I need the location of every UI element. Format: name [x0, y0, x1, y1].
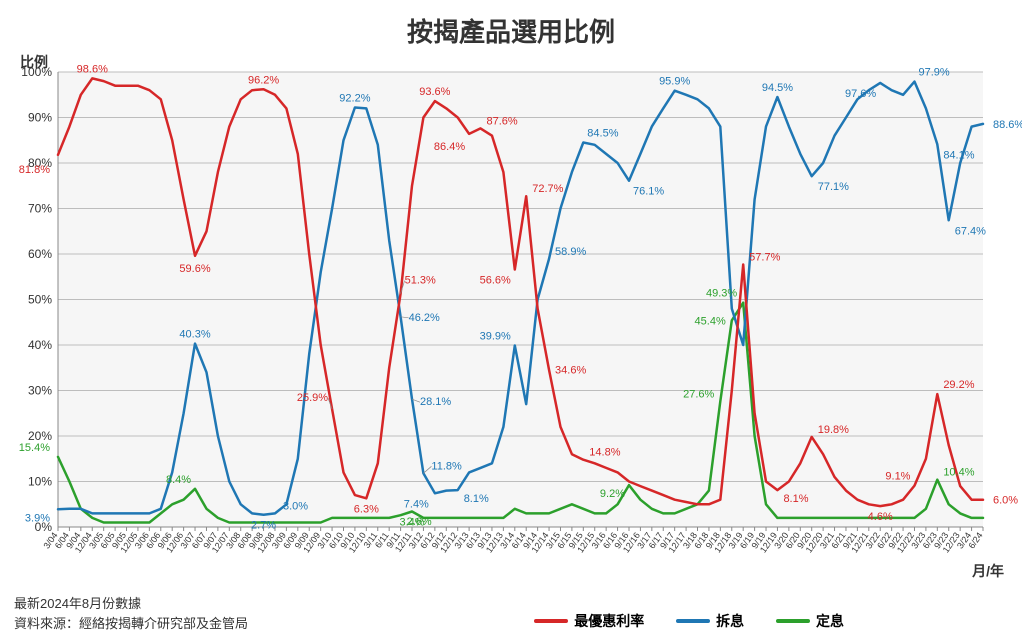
- svg-text:50%: 50%: [28, 293, 52, 307]
- svg-text:98.6%: 98.6%: [77, 63, 108, 75]
- svg-text:81.8%: 81.8%: [19, 164, 50, 176]
- legend-swatch-fixed: [776, 619, 810, 623]
- legend-label-prime: 最優惠利率: [574, 611, 644, 631]
- svg-text:72.7%: 72.7%: [532, 183, 563, 195]
- legend-item-fixed: 定息: [776, 611, 844, 631]
- svg-text:3.4%: 3.4%: [399, 517, 424, 529]
- svg-text:29.2%: 29.2%: [943, 379, 974, 391]
- svg-text:30%: 30%: [28, 384, 52, 398]
- svg-text:20%: 20%: [28, 429, 52, 443]
- legend-item-hibor: 拆息: [676, 611, 744, 631]
- svg-text:84.5%: 84.5%: [587, 128, 618, 140]
- legend-swatch-prime: [534, 619, 568, 623]
- svg-text:87.6%: 87.6%: [487, 115, 518, 127]
- svg-text:39.9%: 39.9%: [480, 330, 511, 342]
- svg-text:9.1%: 9.1%: [885, 471, 910, 483]
- svg-text:25.9%: 25.9%: [297, 392, 328, 404]
- svg-text:8.1%: 8.1%: [464, 493, 489, 505]
- svg-text:14.8%: 14.8%: [589, 447, 620, 459]
- footer-line-2: 資料來源：經絡按揭轉介研究部及金管局: [14, 614, 248, 634]
- legend-label-hibor: 拆息: [716, 611, 744, 631]
- svg-text:27.6%: 27.6%: [683, 388, 714, 400]
- svg-text:57.7%: 57.7%: [749, 251, 780, 263]
- svg-text:76.1%: 76.1%: [633, 186, 664, 198]
- svg-text:100%: 100%: [21, 65, 52, 79]
- legend: 最優惠利率 拆息 定息: [534, 610, 872, 631]
- svg-text:8.1%: 8.1%: [783, 493, 808, 505]
- svg-text:4.6%: 4.6%: [868, 511, 893, 523]
- svg-text:9.2%: 9.2%: [600, 488, 625, 500]
- svg-text:8.4%: 8.4%: [166, 474, 191, 486]
- svg-text:95.9%: 95.9%: [659, 76, 690, 88]
- svg-text:97.9%: 97.9%: [918, 67, 949, 79]
- legend-swatch-hibor: [676, 619, 710, 623]
- svg-text:2.7%: 2.7%: [251, 520, 276, 532]
- svg-text:59.6%: 59.6%: [179, 263, 210, 275]
- svg-text:49.3%: 49.3%: [706, 288, 737, 300]
- svg-text:46.2%: 46.2%: [409, 312, 440, 324]
- svg-text:60%: 60%: [28, 247, 52, 261]
- svg-text:84.1%: 84.1%: [943, 149, 974, 161]
- legend-label-fixed: 定息: [816, 611, 844, 631]
- svg-text:92.2%: 92.2%: [339, 92, 370, 104]
- svg-text:11.8%: 11.8%: [431, 460, 462, 472]
- svg-text:67.4%: 67.4%: [955, 225, 986, 237]
- line-chart: 0%10%20%30%40%50%60%70%80%90%100%3/046/0…: [0, 0, 1022, 580]
- svg-text:19.8%: 19.8%: [818, 424, 849, 436]
- svg-text:45.4%: 45.4%: [695, 315, 726, 327]
- footer-line-1: 最新2024年8月份數據: [14, 594, 248, 614]
- svg-text:56.6%: 56.6%: [480, 274, 511, 286]
- svg-text:77.1%: 77.1%: [818, 181, 849, 193]
- svg-text:93.6%: 93.6%: [419, 86, 450, 98]
- svg-text:34.6%: 34.6%: [555, 365, 586, 377]
- svg-text:10.4%: 10.4%: [943, 467, 974, 479]
- footer: 最新2024年8月份數據 資料來源：經絡按揭轉介研究部及金管局: [14, 594, 248, 633]
- svg-text:6.3%: 6.3%: [354, 503, 379, 515]
- svg-text:3.0%: 3.0%: [283, 500, 308, 512]
- svg-text:7.4%: 7.4%: [404, 498, 429, 510]
- svg-text:90%: 90%: [28, 111, 52, 125]
- svg-text:88.6%: 88.6%: [993, 119, 1022, 131]
- svg-text:6.0%: 6.0%: [993, 495, 1018, 507]
- svg-text:15.4%: 15.4%: [19, 442, 50, 454]
- svg-text:40.3%: 40.3%: [179, 329, 210, 341]
- svg-text:97.6%: 97.6%: [845, 88, 876, 100]
- svg-text:96.2%: 96.2%: [248, 74, 279, 86]
- svg-text:70%: 70%: [28, 202, 52, 216]
- svg-text:58.9%: 58.9%: [555, 246, 586, 258]
- svg-text:40%: 40%: [28, 338, 52, 352]
- svg-text:94.5%: 94.5%: [762, 82, 793, 94]
- svg-text:86.4%: 86.4%: [434, 141, 465, 153]
- svg-text:10%: 10%: [28, 475, 52, 489]
- svg-text:3.9%: 3.9%: [25, 512, 50, 524]
- svg-text:51.3%: 51.3%: [405, 275, 436, 287]
- svg-text:28.1%: 28.1%: [420, 396, 451, 408]
- legend-item-prime: 最優惠利率: [534, 611, 644, 631]
